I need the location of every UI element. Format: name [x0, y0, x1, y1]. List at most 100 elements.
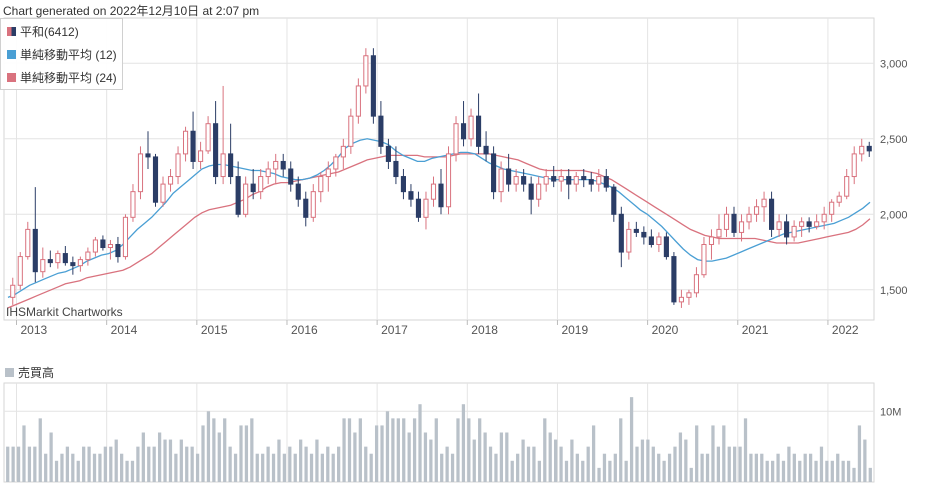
volume-bar [743, 418, 748, 482]
candle-down [385, 145, 391, 162]
candle-up [701, 244, 707, 276]
volume-bar [543, 418, 547, 482]
volume-bar [38, 418, 42, 482]
volume-y-axis: 10M [880, 406, 901, 418]
candle-up [513, 176, 519, 185]
candle-down [588, 179, 594, 185]
candle-up [746, 213, 752, 223]
volume-bar [684, 439, 688, 482]
legend-label-price: 平和(6412) [20, 25, 79, 39]
volume-bar [49, 432, 53, 482]
volume-bar [201, 425, 205, 482]
candle-up [423, 198, 429, 218]
candle-up [791, 225, 797, 238]
volume-bar [467, 418, 471, 482]
volume-bar [391, 418, 395, 482]
candle-down [47, 259, 53, 264]
candle-down [303, 198, 309, 218]
volume-bar [299, 439, 303, 482]
volume-bar [499, 432, 504, 482]
candle-down [806, 221, 812, 227]
year-label: 2015 [201, 323, 228, 337]
candle-down [566, 176, 572, 185]
volume-bar [722, 425, 726, 482]
volume-bar [559, 446, 563, 482]
volume-bar [185, 446, 189, 482]
legend-item-sma24[interactable]: 単純移動平均 (24) [7, 69, 117, 86]
volume-bar [423, 432, 428, 482]
volume-bar [635, 446, 639, 482]
year-label: 2016 [291, 323, 318, 337]
candle-down [415, 198, 422, 218]
volume-bar [586, 446, 590, 482]
price-plot-frame [3, 17, 875, 321]
candle-up [333, 156, 339, 170]
candle-down [152, 156, 159, 203]
volume-bar [92, 453, 97, 482]
candle-up [693, 274, 700, 294]
volume-bar [798, 460, 802, 482]
candle-up [453, 123, 459, 155]
volume-bar [255, 453, 259, 482]
sma12-line [7, 138, 871, 298]
candle-down [438, 183, 444, 208]
volume-bar [244, 425, 249, 482]
volume-bar [223, 418, 227, 482]
volume-bar [364, 446, 368, 482]
candle-down [528, 183, 534, 200]
volume-bar [516, 453, 520, 482]
volume-bar [624, 460, 628, 482]
candle-up [821, 213, 827, 223]
candle-up [355, 85, 361, 117]
candle-down [460, 123, 467, 140]
candle-down [280, 160, 286, 170]
volume-bar [852, 467, 856, 482]
legend-item-sma12[interactable]: 単純移動平均 (12) [7, 46, 117, 63]
price-tick-label: 1,500 [880, 285, 908, 297]
candle-down [235, 176, 241, 215]
volume-legend[interactable]: 売買高 [5, 364, 54, 381]
legend: 平和(6412) 単純移動平均 (12) 単純移動平均 (24) [0, 18, 123, 90]
volume-bar [250, 418, 254, 482]
legend-item-price[interactable]: 平和(6412) [7, 23, 79, 40]
candle-up [182, 130, 189, 155]
volume-bar [657, 453, 661, 482]
candle-up [243, 183, 249, 215]
candle-up [122, 216, 129, 258]
volume-bar [217, 432, 221, 482]
candle-down [408, 191, 414, 200]
candle-up [258, 176, 264, 193]
candle-up [220, 153, 226, 178]
candle-up [92, 239, 98, 253]
volume-bar [640, 439, 645, 482]
volume-bar [347, 418, 352, 482]
volume-bar [27, 446, 32, 482]
candle-up [536, 183, 542, 200]
price-y-axis: 1,500 2,000 2,500 3,000 [880, 58, 908, 296]
volume-bar [716, 446, 721, 482]
candle-down [491, 153, 497, 193]
legend-label-sma12: 単純移動平均 (12) [20, 48, 117, 62]
volume-bar [830, 460, 834, 482]
volume-bar [157, 432, 162, 482]
candle-up [445, 153, 452, 208]
volume-bar [819, 446, 824, 482]
candle-up [836, 195, 842, 203]
volume-bar [510, 460, 514, 482]
volume-bar [564, 460, 569, 482]
candle-down [475, 115, 482, 147]
volume-bar [309, 453, 314, 482]
candle-up [678, 296, 684, 303]
candle-up [656, 236, 662, 245]
candle-up [430, 183, 437, 200]
year-label: 2020 [652, 323, 679, 337]
volume-bar [440, 453, 444, 482]
volume-bar [288, 446, 292, 482]
volume-bar [532, 446, 536, 482]
volume-bar [537, 460, 541, 482]
volume-bar [787, 446, 791, 482]
volume-bar [277, 439, 281, 482]
volume-bar [483, 432, 487, 482]
volume-bar [179, 439, 183, 482]
volume-bar [304, 446, 308, 482]
